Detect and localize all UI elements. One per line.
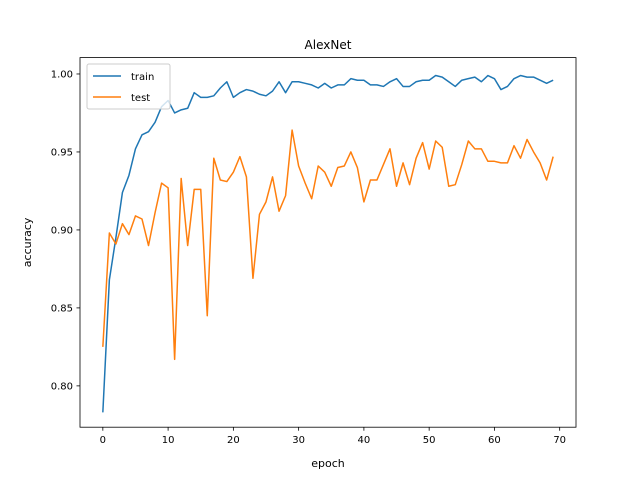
x-tick-label: 40 [358, 435, 371, 446]
x-tick-label: 70 [553, 435, 566, 446]
y-tick-label: 0.80 [51, 381, 73, 392]
y-tick-label: 1.00 [51, 69, 73, 80]
legend-train-label: train [131, 72, 154, 83]
y-axis-label: accuracy [21, 217, 34, 267]
series-test-line [102, 129, 554, 361]
x-tick-label: 20 [227, 435, 240, 446]
series-layer [102, 74, 554, 413]
x-tick-label: 60 [488, 435, 501, 446]
y-tick-label: 0.95 [51, 147, 73, 158]
chart-title: AlexNet [305, 38, 352, 52]
legend-box [86, 63, 171, 110]
legend-test-label: test [131, 93, 150, 104]
y-tick-label: 0.85 [51, 303, 73, 314]
plot-frame [79, 57, 577, 428]
x-tick-label: 30 [292, 435, 305, 446]
x-axis-label: epoch [311, 457, 345, 470]
x-tick-label: 0 [100, 435, 106, 446]
legend: train test [86, 63, 171, 110]
y-tick-label: 0.90 [51, 225, 73, 236]
series-train-line [102, 74, 554, 413]
y-axis: 0.80 0.85 0.90 0.95 1.00 [51, 69, 80, 392]
x-tick-label: 10 [162, 435, 175, 446]
x-axis: 0 10 20 30 40 50 60 70 [100, 427, 566, 446]
x-tick-label: 50 [423, 435, 436, 446]
